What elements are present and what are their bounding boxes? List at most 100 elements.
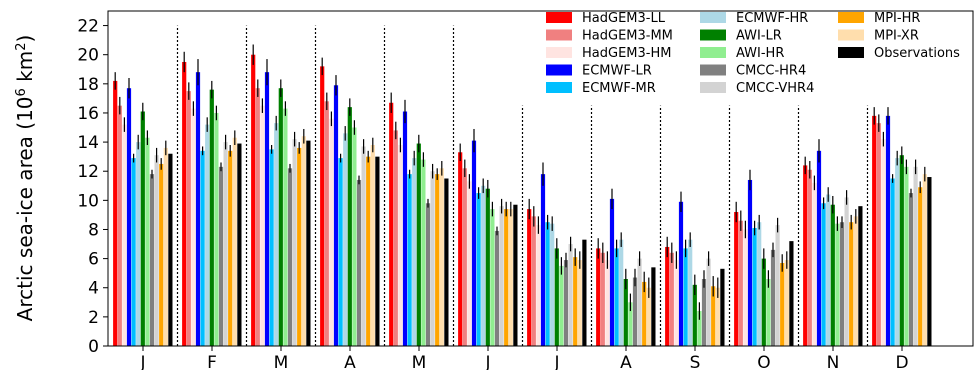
bar-mpi-xr-11: [922, 174, 927, 346]
x-tick-label: N: [827, 353, 840, 370]
bar-ecmwf-lr-2: [264, 72, 270, 347]
bar-cmcc-hr4-2: [287, 168, 293, 346]
bar-hadgem3-mm-2: [255, 88, 260, 346]
bar-cmcc-hr4-7: [632, 277, 638, 346]
bar-hadgem3-hm-2: [260, 105, 265, 346]
bar-awi-lr-7: [623, 279, 628, 346]
bar-ecmwf-hr-5: [481, 185, 486, 346]
x-tick-label: M: [274, 353, 289, 370]
bar-ecmwf-hr-4: [412, 158, 417, 346]
bar-ecmwf-mr-6: [545, 222, 550, 346]
bar-cmcc-hr4-1: [218, 166, 224, 346]
bar-awi-hr-2: [283, 108, 288, 346]
bar-awi-lr-11: [899, 155, 904, 346]
legend-swatch: [546, 12, 572, 23]
bar-cmcc-vhr4-7: [637, 258, 642, 346]
plot-frame: [107, 10, 974, 347]
bar-ecmwf-mr-4: [407, 174, 412, 346]
bar-ecmwf-hr-6: [550, 223, 555, 346]
bar-cmcc-vhr4-2: [292, 139, 297, 346]
legend-swatch: [838, 47, 864, 58]
legend-label: MPI-HR: [874, 11, 920, 26]
bar-awi-hr-6: [559, 265, 564, 346]
bar-cmcc-hr4-10: [839, 222, 845, 346]
bar-mpi-xr-0: [163, 147, 168, 346]
bar-cmcc-hr4-11: [908, 193, 914, 346]
bar-mpi-hr-11: [918, 187, 923, 346]
bar-hadgem3-hm-7: [605, 260, 610, 346]
bar-awi-hr-10: [835, 223, 840, 346]
bar-ecmwf-mr-8: [683, 248, 688, 346]
legend-swatch: [700, 82, 726, 93]
legend-label: HadGEM3-LL: [582, 11, 666, 26]
x-tick-label: J: [553, 353, 559, 370]
legend-swatch: [546, 29, 572, 41]
x-tick-label: O: [757, 353, 770, 370]
bar-cmcc-hr4-0: [149, 174, 155, 346]
bar-ecmwf-mr-10: [821, 203, 826, 346]
y-axis-ticks: 0 2 4 6 8 10 12 14 16 18 20 22: [77, 17, 108, 357]
bar-hadgem3-ll-9: [734, 212, 739, 346]
x-tick-label: F: [207, 353, 217, 370]
bar-cmcc-vhr4-4: [430, 171, 435, 346]
month-separators: [176, 25, 869, 346]
ylabel-unit: km: [13, 51, 37, 88]
bar-hadgem3-mm-5: [462, 168, 467, 346]
bar-hadgem3-mm-3: [324, 101, 329, 346]
bar-awi-hr-11: [904, 166, 909, 346]
bar-hadgem3-hm-9: [743, 229, 748, 346]
legend-label: CMCC-VHR4: [736, 81, 814, 96]
bar-ecmwf-lr-9: [747, 179, 753, 346]
bar-awi-hr-3: [352, 127, 357, 347]
bar-awi-lr-6: [554, 248, 559, 346]
bar-mpi-hr-1: [228, 150, 233, 346]
bar-mpi-hr-0: [159, 163, 164, 346]
bar-awi-hr-8: [697, 311, 702, 346]
bar-mpi-hr-8: [711, 286, 716, 346]
bar-awi-lr-10: [830, 204, 835, 346]
legend-label: AWI-HR: [736, 46, 784, 61]
y-tick-label: 0: [88, 337, 99, 357]
y-tick-label: 14: [77, 133, 99, 153]
x-tick-label: S: [690, 353, 701, 370]
bar-observations-1: [237, 143, 242, 346]
bar-mpi-xr-9: [784, 260, 789, 346]
bar-ecmwf-mr-2: [269, 149, 274, 346]
bar-cmcc-hr4-9: [770, 249, 776, 346]
ylabel-close: ): [13, 35, 37, 43]
legend-label: ECMWF-MR: [582, 81, 656, 96]
bar-observations-5: [513, 204, 518, 346]
bar-awi-lr-1: [209, 89, 214, 347]
y-tick-label: 8: [88, 220, 99, 240]
bar-mpi-hr-7: [642, 281, 647, 346]
bar-cmcc-vhr4-1: [223, 142, 228, 346]
bar-ecmwf-hr-0: [136, 142, 141, 346]
bar-mpi-hr-4: [435, 174, 440, 346]
legend-label: ECMWF-HR: [736, 11, 808, 26]
bar-mpi-xr-10: [853, 216, 858, 346]
bar-mpi-hr-6: [573, 257, 578, 346]
bar-hadgem3-mm-9: [738, 220, 743, 346]
bar-hadgem3-ll-6: [527, 209, 532, 346]
bar-ecmwf-hr-11: [895, 158, 900, 346]
bar-hadgem3-ll-11: [872, 115, 877, 347]
bar-hadgem3-hm-10: [812, 182, 817, 346]
bar-hadgem3-hm-4: [398, 145, 403, 346]
bar-ecmwf-mr-9: [752, 228, 757, 346]
bar-hadgem3-ll-0: [113, 80, 118, 346]
bar-mpi-xr-1: [232, 137, 237, 346]
bar-cmcc-vhr4-11: [913, 166, 918, 346]
y-tick-label: 12: [77, 162, 99, 182]
legend-swatch: [546, 47, 572, 58]
bar-ecmwf-hr-3: [343, 133, 348, 346]
legend-label: HadGEM3-MM: [582, 29, 673, 44]
y-tick-label: 22: [77, 17, 99, 37]
legend-swatch: [700, 64, 726, 76]
bar-cmcc-hr4-8: [701, 279, 707, 346]
bar-mpi-hr-2: [297, 147, 302, 346]
bar-ecmwf-mr-11: [890, 178, 895, 346]
bar-observations-2: [306, 140, 311, 346]
legend-swatch: [838, 12, 864, 23]
